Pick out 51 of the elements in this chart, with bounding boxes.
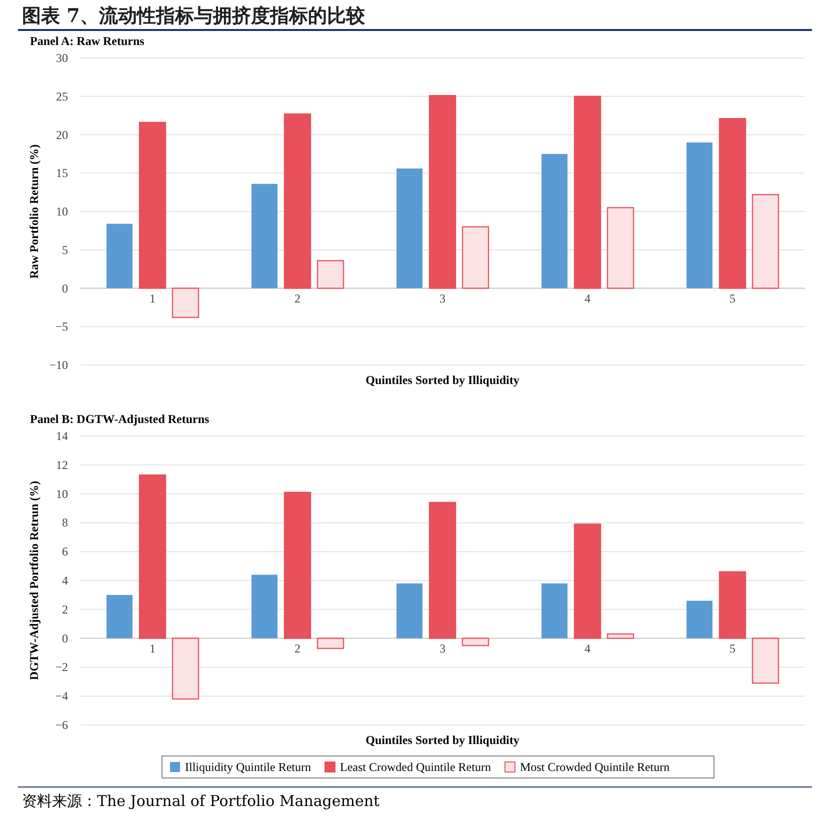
y-tick-label: −6 (55, 718, 68, 732)
legend-label: Least Crowded Quintile Return (340, 760, 491, 774)
y-tick-label: 20 (56, 128, 68, 142)
y-tick-label: 5 (62, 242, 68, 257)
y-tick-label: −4 (55, 689, 68, 704)
y-tick-label: 12 (56, 458, 68, 472)
y-tick-label: −2 (55, 660, 68, 674)
text: 资料来源：The Journal of Portfolio Management (22, 792, 380, 810)
bar (106, 224, 132, 288)
bar (686, 600, 712, 638)
x-tick-label: 4 (584, 641, 590, 656)
x-axis-title: Quintiles Sorted by Illiquidity (366, 733, 520, 747)
bar (106, 594, 132, 638)
y-tick-label: 6 (62, 544, 68, 559)
bar (396, 583, 422, 638)
y-tick-label: 0 (62, 281, 68, 296)
y-tick-label: 30 (56, 51, 68, 65)
y-tick-label: 10 (56, 486, 68, 501)
y-axis-title: Raw Portfolio Return (%) (27, 144, 41, 279)
x-tick-label: 4 (584, 291, 590, 306)
chart-title: 图表 7、流动性指标与拥挤度指标的比较 (22, 5, 366, 27)
bar (252, 574, 278, 638)
y-tick-label: −10 (49, 358, 68, 372)
x-tick-label: 5 (730, 641, 736, 656)
y-tick-label: 14 (56, 429, 68, 443)
y-tick-label: 15 (56, 166, 68, 180)
x-tick-label: 3 (440, 641, 446, 656)
y-tick-label: 2 (62, 602, 68, 616)
x-tick-label: 5 (730, 291, 736, 306)
x-axis-title: Quintiles Sorted by Illiquidity (366, 373, 520, 387)
y-tick-label: 10 (56, 204, 68, 218)
x-tick-label: 1 (150, 641, 156, 656)
chart-title: Panel B: DGTW-Adjusted Returns (30, 412, 210, 426)
bar (686, 142, 712, 288)
bar (542, 154, 568, 288)
x-tick-label: 2 (294, 291, 300, 306)
chart-subtitle: Panel A: Raw Returns (30, 34, 145, 48)
y-tick-label: −5 (55, 320, 68, 334)
y-axis-title: DGTW-Adjusted Portfolio Retrun (%) (27, 480, 41, 680)
y-tick-label: 4 (62, 574, 68, 588)
y-tick-label: 8 (62, 516, 68, 530)
bar (542, 583, 568, 638)
legend-label: Illiquidity Quintile Return (185, 760, 311, 774)
x-tick-label: 3 (440, 291, 446, 306)
legend-label: Most Crowded Quintile Return (520, 760, 670, 774)
bar (252, 184, 278, 288)
x-tick-label: 1 (150, 291, 156, 306)
bar (396, 168, 422, 288)
y-tick-label: 25 (56, 89, 68, 104)
x-tick-label: 2 (294, 641, 300, 656)
y-tick-label: 0 (62, 631, 68, 646)
